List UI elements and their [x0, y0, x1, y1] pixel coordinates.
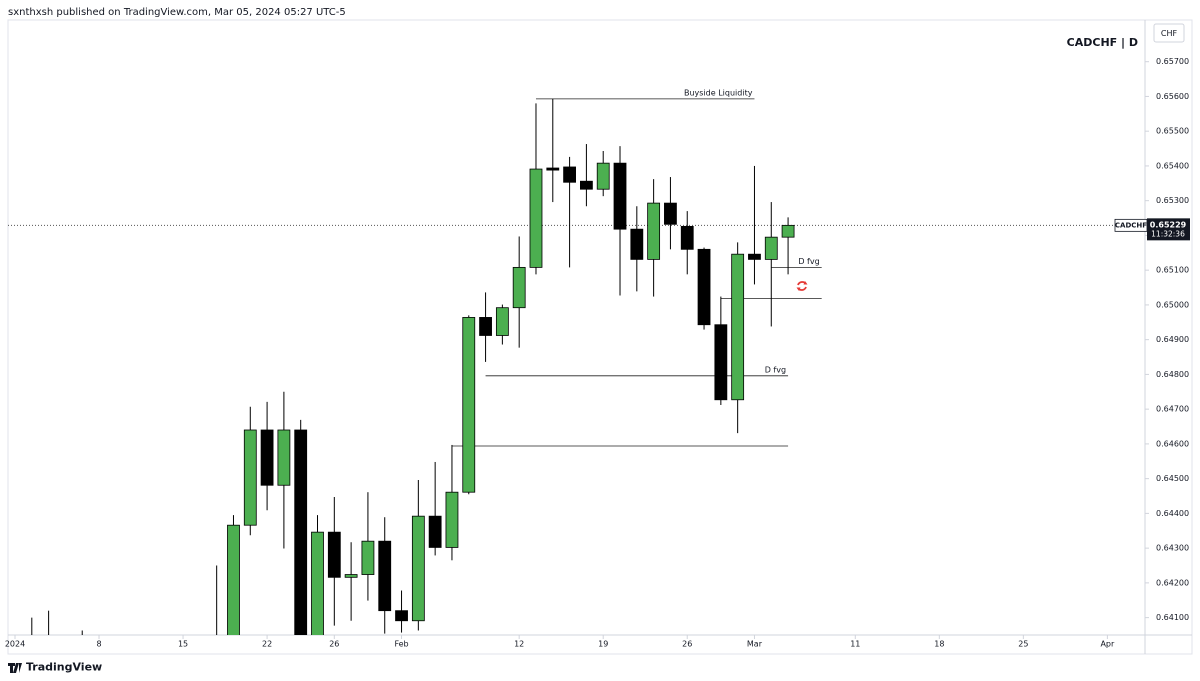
y-tick-label: 0.64600	[1156, 439, 1189, 448]
x-tick-label: 26	[682, 640, 692, 649]
candle-body	[294, 429, 308, 635]
price-tag-value: 0.65229	[1150, 220, 1187, 229]
candle-body	[445, 491, 459, 548]
candle-body	[344, 574, 358, 578]
candle-body	[781, 224, 795, 238]
annotation-label: D fvg	[765, 365, 786, 374]
candle-body	[243, 429, 257, 526]
x-tick-label: Feb	[394, 640, 408, 649]
currency[interactable]: CHF	[1161, 29, 1178, 38]
y-tick-label: 0.64200	[1156, 578, 1189, 587]
candle-body	[361, 540, 375, 575]
axes: 0.64100 0.64200 0.64300 0.64400 0.64500 0.646…	[5, 57, 1190, 649]
x-tick-label: 26	[329, 640, 339, 649]
y-tick-label: 0.65700	[1156, 57, 1189, 66]
y-tick-label: 0.65100	[1156, 266, 1189, 275]
y-tick-label: 0.64500	[1156, 474, 1189, 483]
symbol-title: CADCHF | D	[1067, 36, 1138, 49]
candle-body	[277, 429, 291, 486]
y-tick-label: 0.65300	[1156, 196, 1189, 205]
candle-body	[395, 610, 408, 622]
footer-logo	[8, 663, 22, 673]
candle-body	[378, 540, 392, 612]
candle-body	[596, 162, 610, 190]
y-tick-label: 0.64900	[1156, 335, 1189, 344]
candle-body	[748, 253, 761, 260]
y-tick-label: 0.65400	[1156, 161, 1189, 170]
candle-body	[647, 202, 661, 260]
frame	[7, 19, 1193, 655]
x-tick-label: 22	[262, 640, 272, 649]
y-tick-label: 0.65600	[1156, 92, 1189, 101]
replay-arrow[interactable]	[796, 281, 808, 291]
candle-body	[327, 531, 341, 578]
candle-body	[731, 253, 745, 401]
x-tick-label: Mar	[747, 640, 763, 649]
y-tick-label: 0.65500	[1156, 127, 1189, 136]
y-tick-label: 0.65000	[1156, 300, 1189, 309]
y-tick-label: 0.64100	[1156, 613, 1189, 622]
y-tick-label: 0.64300	[1156, 544, 1189, 553]
candle-body	[697, 248, 711, 326]
candle-body	[664, 202, 677, 225]
candle-body	[563, 166, 576, 183]
candle-body	[630, 228, 644, 260]
candle-body	[227, 524, 240, 635]
candle-body	[462, 317, 476, 493]
candle-body	[680, 225, 694, 250]
x-tick-label: 11	[850, 640, 860, 649]
plot: Buyside Liquidity D fvg D fvg	[8, 88, 1145, 635]
candle-body	[764, 236, 778, 260]
candle-body	[529, 168, 543, 268]
x-tick-label: 2024	[5, 640, 25, 649]
price-tag	[1147, 218, 1190, 241]
x-tick-label: 8	[96, 640, 101, 649]
annotation-label: D fvg	[798, 257, 819, 266]
logo-mark	[8, 663, 22, 673]
footer: TradingView	[26, 661, 102, 674]
candle-body	[613, 162, 627, 230]
currency-box[interactable]	[1153, 23, 1185, 43]
x-tick-label: 12	[514, 640, 524, 649]
y-tick-label: 0.64700	[1156, 405, 1189, 414]
candle-body	[714, 324, 728, 401]
y-tick-label: 0.64400	[1156, 509, 1189, 518]
candle-body	[479, 317, 492, 336]
candle-body	[512, 266, 526, 309]
candle-body	[495, 307, 509, 336]
candle-body	[260, 429, 274, 486]
y-tick-label: 0.64800	[1156, 370, 1189, 379]
candle-body	[428, 515, 442, 548]
annotation-label: Buyside Liquidity	[684, 88, 753, 97]
candle-body	[311, 531, 324, 635]
x-tick-label: 25	[1018, 640, 1028, 649]
x-tick-label: 19	[598, 640, 608, 649]
replay-icon[interactable]	[796, 281, 808, 291]
countdown: 11:32:36	[1151, 229, 1185, 238]
candle-body	[546, 167, 560, 171]
x-tick-label: 18	[934, 640, 944, 649]
x-tick-label: 15	[178, 640, 188, 649]
header: sxnthxsh published on TradingView.com, M…	[8, 7, 346, 18]
symbol-tag-label: CADCHF	[1115, 221, 1147, 229]
x-tick-label: Apr	[1100, 640, 1115, 649]
candle-body	[580, 180, 593, 190]
candle-body	[411, 515, 425, 622]
